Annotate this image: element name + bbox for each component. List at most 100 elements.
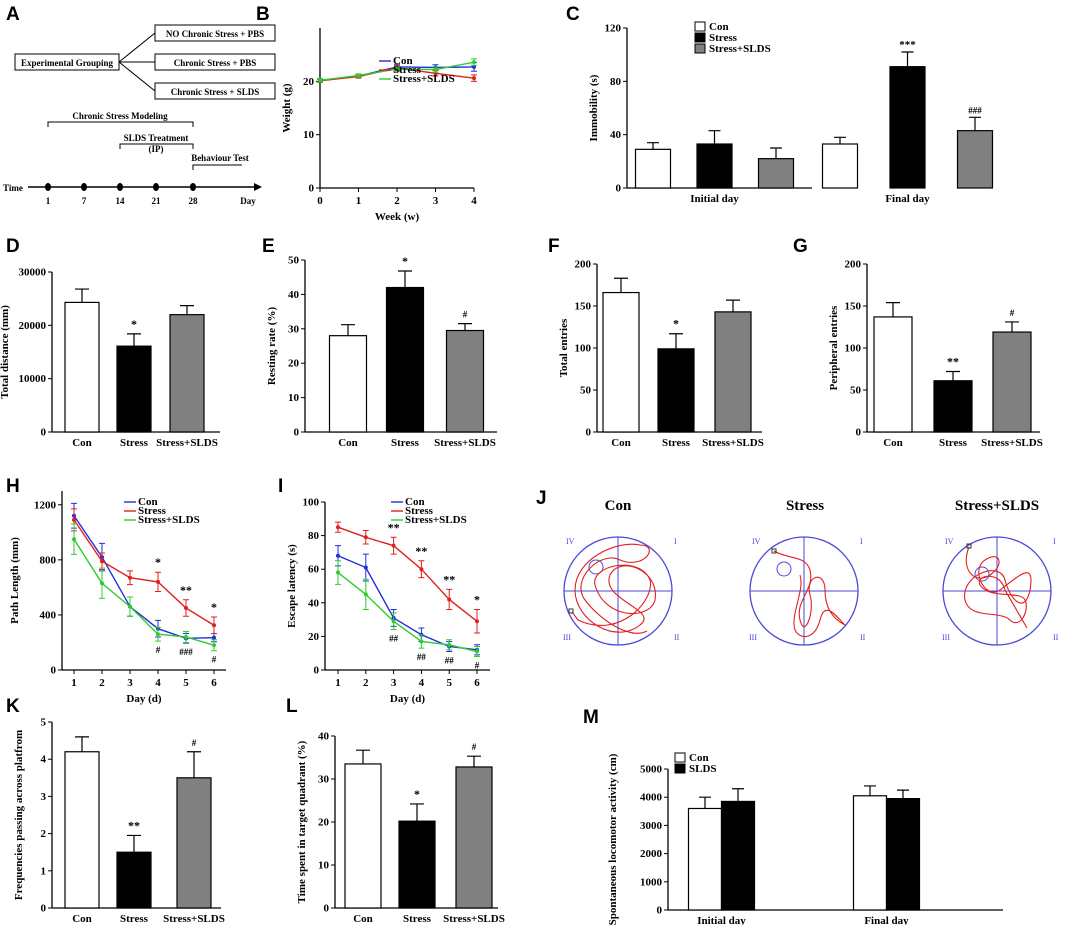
series-line-stress xyxy=(337,526,478,622)
significance-mark: ** xyxy=(180,583,192,597)
y-tick-label: 0 xyxy=(324,903,330,915)
y-axis-title: Total entries xyxy=(558,318,570,377)
significance-mark: # xyxy=(156,645,161,655)
y-tick-label: 0 xyxy=(657,905,663,917)
timeline-day: 1 xyxy=(46,196,51,206)
data-point xyxy=(212,643,216,648)
legend-label: Con xyxy=(393,55,413,67)
group-text-1: NO Chronic Stress + PBS xyxy=(166,29,264,39)
bar xyxy=(992,331,1032,433)
x-tick-label: 4 xyxy=(155,677,161,689)
legend-label: Stress xyxy=(709,32,738,44)
data-point xyxy=(472,60,476,65)
error-bar xyxy=(75,288,89,303)
y-tick-label: 20 xyxy=(303,76,315,88)
bar xyxy=(116,851,152,909)
y-tick-label: 0 xyxy=(41,427,47,439)
significance-mark: * xyxy=(155,555,161,569)
significance-mark: * xyxy=(474,593,480,607)
error-bar xyxy=(467,755,481,767)
panel-b: B 0 10 20 Weight (g) 0 1 2 3 4 Week (w) ConStressSt… xyxy=(256,4,477,223)
timeline-day: 14 xyxy=(116,196,126,206)
maze-platform xyxy=(974,566,990,582)
error-bar xyxy=(127,834,141,853)
y-tick-label: 40 xyxy=(288,289,300,301)
y-tick-label: 1200 xyxy=(34,499,57,511)
panel-label: G xyxy=(793,236,808,257)
panel-m: M 0 1000 2000 3000 4000 5000 Spontaneous locomo… xyxy=(583,707,1003,925)
group-text-2: Chronic Stress + PBS xyxy=(174,58,257,68)
data-point xyxy=(100,581,104,586)
group-box-3 xyxy=(154,82,276,100)
quadrant-label: III xyxy=(563,633,571,642)
start-marker xyxy=(568,608,574,614)
error-bar xyxy=(726,299,740,312)
series-line-stress-slds xyxy=(337,572,478,653)
error-bar xyxy=(699,796,711,809)
x-tick-label: Stress xyxy=(120,913,149,925)
y-tick-label: 50 xyxy=(288,255,300,267)
grouping-text: Experimental Grouping xyxy=(21,58,114,68)
y-tick-label: 120 xyxy=(605,23,622,35)
legend-label: Stress+SLDS xyxy=(393,73,455,85)
data-point xyxy=(336,525,340,530)
error-bar xyxy=(669,333,683,349)
legend-label: Con xyxy=(689,752,709,764)
quadrant-label: II xyxy=(860,633,866,642)
significance-mark: * xyxy=(414,787,420,801)
data-point xyxy=(128,575,132,580)
legend-swatch xyxy=(694,43,706,54)
day-label: Day xyxy=(240,196,256,206)
x-tick-label: Initial day xyxy=(697,915,746,925)
significance-mark: ### xyxy=(968,105,982,115)
data-point xyxy=(184,606,188,611)
panel-label: H xyxy=(6,476,20,497)
data-point xyxy=(72,537,76,542)
bar xyxy=(757,158,795,189)
y-tick-label: 1 xyxy=(41,865,47,877)
y-tick-label: 20000 xyxy=(19,320,47,332)
x-tick-label: 3 xyxy=(433,195,439,207)
y-tick-label: 100 xyxy=(303,497,320,509)
panel-a-label: A xyxy=(6,4,20,25)
y-tick-label: 80 xyxy=(610,76,622,88)
x-tick-label: 2 xyxy=(363,677,369,689)
x-tick-label: 3 xyxy=(127,677,133,689)
bar xyxy=(602,291,640,433)
significance-mark: ## xyxy=(445,656,455,666)
y-tick-label: 0 xyxy=(856,427,862,439)
error-bar xyxy=(647,142,659,150)
y-tick-label: 150 xyxy=(845,301,862,313)
x-tick-label: 2 xyxy=(99,677,105,689)
panel-label: L xyxy=(286,696,298,717)
bar xyxy=(885,798,921,911)
y-tick-label: 10 xyxy=(288,392,300,404)
legend-label: Stress+SLDS xyxy=(138,514,200,526)
quadrant-label: IV xyxy=(945,537,954,546)
panel-label: I xyxy=(278,476,283,497)
timeline-dot xyxy=(81,183,87,191)
bar xyxy=(64,301,100,433)
maze-platform xyxy=(776,561,792,577)
significance-mark: # xyxy=(475,661,480,671)
data-point xyxy=(472,76,476,81)
data-point xyxy=(447,642,452,647)
legend-label: Stress xyxy=(393,64,422,76)
y-tick-label: 100 xyxy=(575,343,592,355)
y-axis-title: Resting rate (%) xyxy=(266,307,278,386)
timeline-dot xyxy=(117,183,123,191)
legend-swatch xyxy=(694,21,706,32)
data-point xyxy=(156,579,160,584)
data-point xyxy=(184,634,188,639)
error-bar xyxy=(356,749,370,764)
error-bar xyxy=(127,333,141,347)
significance-mark: ## xyxy=(389,634,399,644)
significance-mark: ** xyxy=(388,520,400,534)
data-point xyxy=(72,517,76,522)
x-tick-label: Stress+SLDS xyxy=(156,437,218,449)
y-axis-title: Total distance (mm) xyxy=(0,305,11,399)
significance-mark: ** xyxy=(443,572,455,586)
timeline-dot xyxy=(45,183,51,191)
